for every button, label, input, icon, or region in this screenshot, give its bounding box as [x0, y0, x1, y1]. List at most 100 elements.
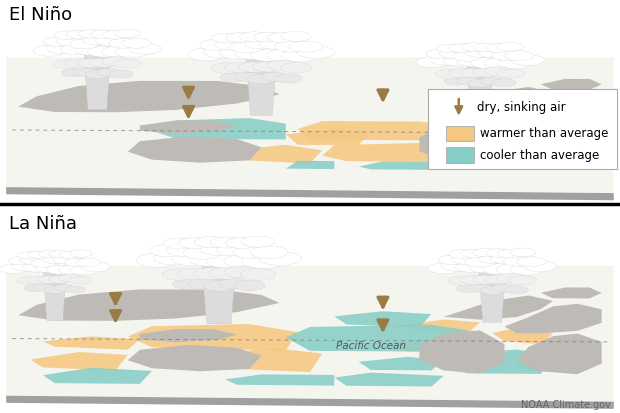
Circle shape: [492, 79, 516, 87]
Circle shape: [234, 280, 265, 291]
Circle shape: [448, 69, 476, 78]
Text: La Niña: La Niña: [9, 215, 78, 233]
Circle shape: [89, 58, 117, 67]
Circle shape: [428, 263, 461, 274]
Circle shape: [457, 56, 490, 66]
Circle shape: [102, 57, 130, 66]
Polygon shape: [246, 57, 277, 116]
Circle shape: [162, 269, 198, 280]
Circle shape: [449, 44, 475, 52]
Circle shape: [154, 251, 196, 265]
Circle shape: [523, 261, 557, 272]
Circle shape: [46, 43, 80, 54]
Circle shape: [220, 73, 248, 82]
Circle shape: [163, 238, 197, 249]
Circle shape: [43, 37, 73, 47]
Circle shape: [490, 254, 520, 264]
Circle shape: [233, 246, 272, 259]
Circle shape: [54, 31, 80, 40]
Circle shape: [464, 257, 494, 267]
Circle shape: [85, 71, 110, 78]
Circle shape: [203, 281, 234, 291]
Circle shape: [53, 59, 81, 69]
Circle shape: [480, 286, 505, 294]
Circle shape: [206, 254, 249, 268]
Polygon shape: [128, 136, 262, 163]
Polygon shape: [505, 95, 601, 125]
Polygon shape: [152, 118, 286, 140]
Circle shape: [247, 74, 275, 84]
Circle shape: [252, 62, 284, 72]
Polygon shape: [444, 349, 553, 374]
Circle shape: [469, 262, 502, 273]
Circle shape: [484, 57, 517, 69]
Circle shape: [64, 258, 90, 266]
Circle shape: [55, 284, 76, 291]
Circle shape: [266, 49, 304, 62]
Circle shape: [24, 285, 45, 292]
Polygon shape: [444, 87, 553, 111]
Polygon shape: [480, 103, 553, 117]
Circle shape: [183, 247, 221, 259]
Circle shape: [200, 39, 234, 50]
Circle shape: [224, 266, 260, 278]
Polygon shape: [419, 330, 505, 373]
Circle shape: [82, 262, 110, 272]
Circle shape: [60, 44, 94, 55]
Circle shape: [430, 54, 463, 65]
Circle shape: [497, 273, 525, 282]
Circle shape: [281, 31, 311, 41]
Circle shape: [461, 249, 487, 258]
Circle shape: [479, 48, 508, 58]
Circle shape: [239, 62, 270, 72]
Circle shape: [297, 46, 335, 59]
Circle shape: [194, 237, 228, 248]
Polygon shape: [84, 53, 111, 109]
Circle shape: [244, 38, 278, 49]
Circle shape: [289, 41, 323, 52]
Circle shape: [226, 33, 255, 43]
Circle shape: [45, 287, 65, 294]
Circle shape: [17, 277, 41, 285]
Circle shape: [177, 268, 213, 280]
Circle shape: [70, 266, 98, 275]
Circle shape: [473, 43, 499, 52]
Circle shape: [210, 237, 244, 248]
Circle shape: [234, 72, 262, 81]
Circle shape: [250, 49, 288, 62]
Circle shape: [82, 35, 112, 45]
Circle shape: [443, 55, 476, 66]
Circle shape: [69, 250, 92, 257]
Circle shape: [496, 264, 529, 275]
Circle shape: [78, 29, 104, 38]
Circle shape: [69, 39, 99, 49]
Circle shape: [149, 244, 188, 257]
Polygon shape: [202, 263, 236, 324]
Circle shape: [468, 79, 492, 87]
Circle shape: [281, 50, 319, 62]
Circle shape: [235, 47, 272, 59]
Polygon shape: [225, 374, 334, 386]
Circle shape: [275, 74, 303, 83]
Circle shape: [485, 249, 512, 257]
Polygon shape: [516, 125, 601, 166]
Polygon shape: [237, 145, 322, 164]
Polygon shape: [140, 329, 237, 342]
Circle shape: [468, 284, 492, 292]
Circle shape: [58, 274, 82, 282]
Polygon shape: [479, 271, 506, 323]
Circle shape: [76, 258, 101, 267]
Circle shape: [259, 38, 293, 50]
Polygon shape: [128, 345, 262, 371]
Circle shape: [504, 286, 528, 294]
Circle shape: [203, 46, 241, 58]
Circle shape: [211, 63, 242, 73]
Circle shape: [229, 42, 264, 53]
Circle shape: [53, 256, 79, 264]
FancyBboxPatch shape: [428, 89, 617, 169]
Circle shape: [503, 256, 533, 266]
Polygon shape: [492, 328, 553, 344]
Circle shape: [115, 29, 141, 38]
Circle shape: [472, 275, 500, 284]
Polygon shape: [334, 373, 444, 387]
